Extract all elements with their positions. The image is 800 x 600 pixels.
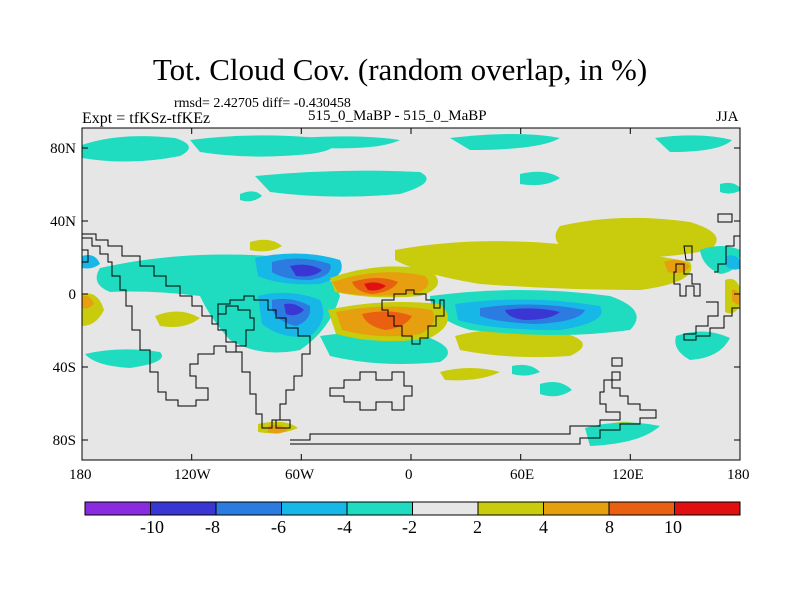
contour-lightblue-patch [82,255,100,269]
contour-darkblue-patch [505,308,560,320]
y-tick-label: 0 [68,287,77,303]
experiment-label: Expt = tfKSz-tfKEz [82,110,211,127]
y-tick-label: 80S [52,433,76,449]
x-tick-label: 180 [69,467,92,483]
coastlines [82,213,740,445]
y-tick-label: 80N [50,141,76,157]
colorbar-box [346,501,413,516]
colorbar-box [608,501,675,516]
y-tick-label: 40N [50,214,76,230]
contour-teal-patch [655,135,732,152]
contour-darkblue-patch [284,303,304,316]
coastline [329,371,413,411]
contour-yellow-patch [455,328,583,358]
coastline [381,289,445,345]
coastline [82,233,255,407]
contour-teal-patch [300,136,400,149]
colorbar-box [215,501,282,516]
coastline [217,295,311,429]
contour-orange-patch [268,424,288,434]
contour-teal-patch [320,332,448,364]
contour-teal-patch [585,422,660,446]
contour-teal-patch [240,191,262,202]
x-tick-label: 60W [285,467,315,483]
contour-teal-patch [520,171,560,186]
colorbar-box [543,501,610,516]
x-tick-label: 180 [727,467,750,483]
colorbar-box [477,501,544,516]
colorbar-box [150,501,217,516]
colorbar-label: 8 [605,517,614,537]
contour-teal-patch [450,134,560,150]
y-tick-label: 40S [52,360,76,376]
contour-teal-patch [85,349,162,368]
contour-red-patch [364,282,386,291]
comparison-label: 515_0_MaBP - 515_0_MaBP [308,108,487,124]
coastline [683,301,740,341]
colorbar-box [412,501,479,516]
coastline [714,235,740,273]
colorbar-label: -4 [337,517,352,537]
contour-lightblue-patch [726,255,740,270]
contour-orange-patch [732,289,740,305]
contour-teal-patch [675,331,730,360]
coastline [82,249,89,263]
coastline [717,213,733,223]
contour-yellow-patch [395,241,692,290]
contour-teal-patch [190,135,333,157]
coastline [611,357,623,367]
contour-teal-patch [720,182,740,194]
colorbar-label: -8 [205,517,220,537]
axis-ticks [81,128,741,460]
colorbar-label: -6 [271,517,286,537]
stats-line: rmsd= 2.42705 diff= -0.430458 [174,96,351,111]
colorbar-box [84,501,151,516]
plot-title: Tot. Cloud Cov. (random overlap, in %) [152,52,648,87]
contour-yellow-patch [250,239,282,252]
contour-darkblue-patch [290,264,322,277]
colorbar-box [281,501,348,516]
contour-teal-patch [82,136,189,162]
colorbar-label: 10 [664,517,682,537]
contour-yellow-patch [626,253,655,266]
season-label: JJA [716,109,739,125]
x-tick-label: 60E [510,467,535,483]
coastline [683,245,693,261]
colorbar-label: -10 [140,517,164,537]
colorbar-label: 4 [539,517,548,537]
colorbar [84,501,741,516]
contour-teal-patch [512,364,540,376]
coastline [290,371,657,445]
contour-teal-patch [540,382,572,397]
coastline [275,419,291,429]
colorbar-box [674,501,741,516]
contour-darkorange-patch [362,311,412,330]
colorbar-label: 2 [473,517,482,537]
contour-yellow-patch [440,368,500,381]
x-tick-label: 0 [405,467,413,483]
coastline [673,263,701,297]
colorbar-label: -2 [402,517,417,537]
contour-field [82,134,740,446]
contour-yellow-patch [155,311,200,327]
x-tick-label: 120E [612,467,644,483]
x-tick-label: 120W [174,467,211,483]
contour-orange-patch [82,295,94,309]
contour-teal-patch [255,170,427,197]
